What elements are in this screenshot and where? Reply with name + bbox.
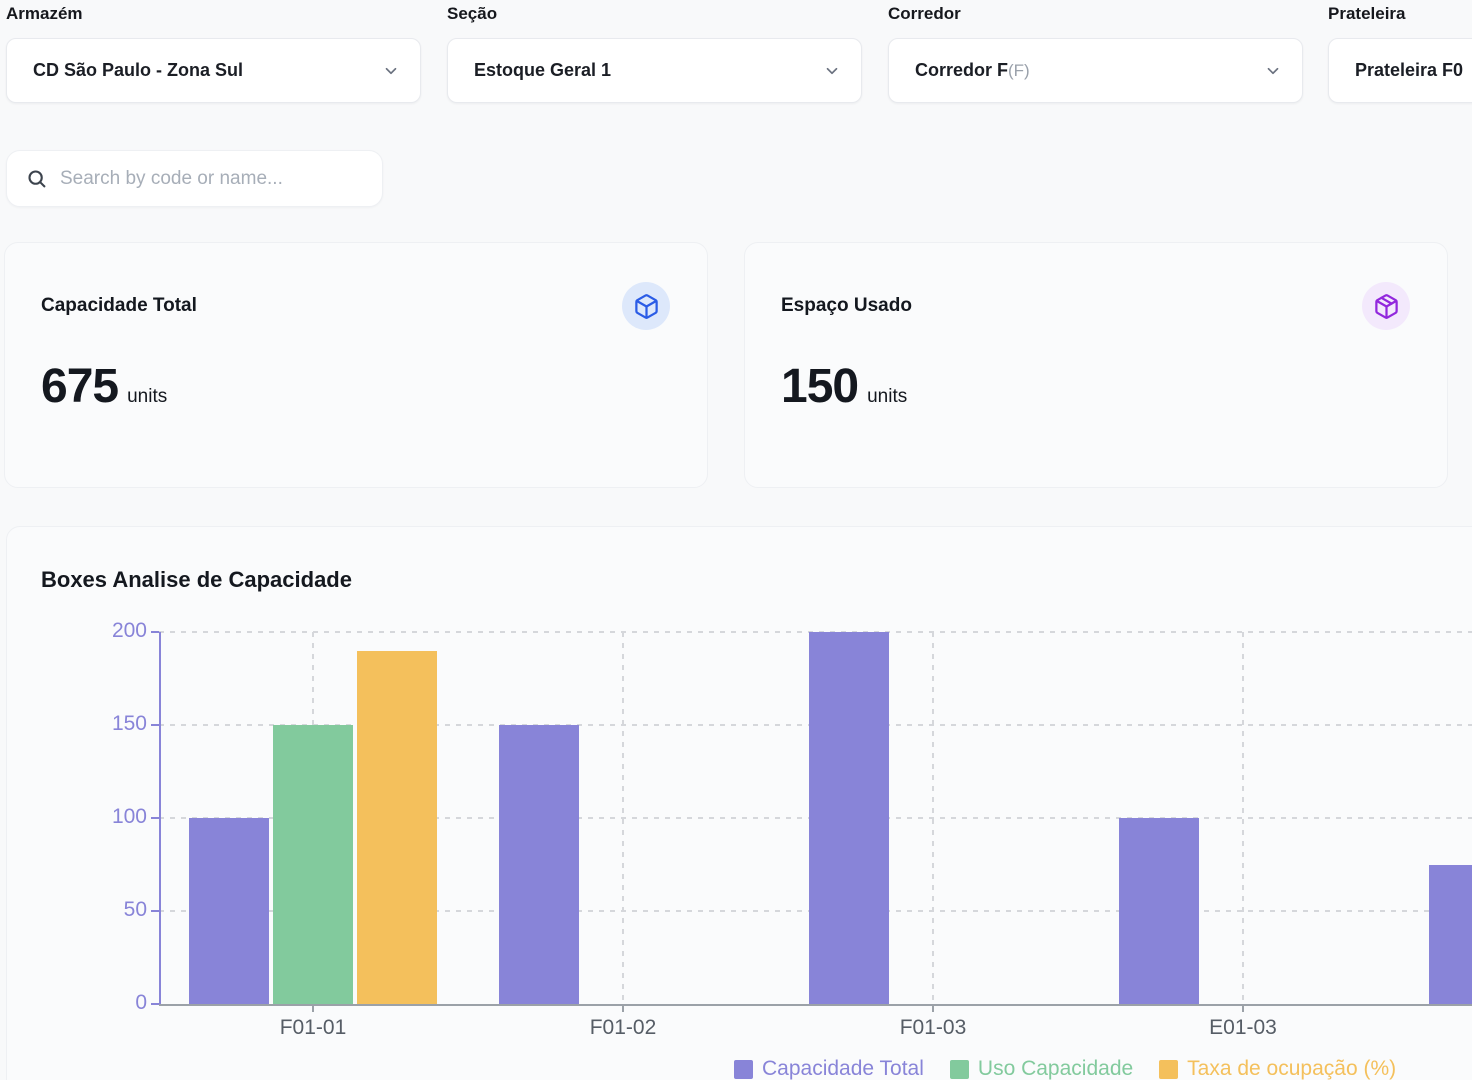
filter-armazem: Armazém CD São Paulo - Zona Sul xyxy=(6,4,421,103)
legend-swatch xyxy=(1159,1059,1179,1079)
x-axis-tick-label: F01-02 xyxy=(589,1016,657,1039)
filter-secao: Seção Estoque Geral 1 xyxy=(447,4,862,103)
espaco-usado-title: Espaço Usado xyxy=(781,295,912,316)
secao-value: Estoque Geral 1 xyxy=(474,60,612,80)
bar-capacidade-total-F01-01 xyxy=(189,818,269,1004)
chart-title: Boxes Analise de Capacidade xyxy=(41,567,352,592)
bar-uso-capacidade-F01-01 xyxy=(273,725,353,1004)
x-gridline xyxy=(622,632,624,1004)
capacity-bar-chart: 0 50 100 150 200 F01-01 F01-02 F01-03 E01-03 Capa… xyxy=(7,527,1472,1080)
y-axis-tick-label: 200 xyxy=(111,619,147,642)
bar-capacidade-total-clipped xyxy=(1429,864,1472,1004)
y-axis-tick-label: 100 xyxy=(111,805,147,828)
secao-select[interactable]: Estoque Geral 1 xyxy=(447,38,862,103)
armazem-value: CD São Paulo - Zona Sul xyxy=(33,60,244,80)
x-axis-tick-label: E01-03 xyxy=(1209,1016,1277,1039)
capacidade-total-title: Capacidade Total xyxy=(41,295,197,316)
y-axis-line xyxy=(159,632,161,1004)
y-axis-tick xyxy=(151,1003,159,1005)
y-axis-tick-label: 150 xyxy=(111,712,147,735)
bar-capacidade-total-F01-03 xyxy=(809,632,889,1004)
filter-prateleira: Prateleira Prateleira F0 xyxy=(1328,4,1472,103)
y-axis-tick-label: 50 xyxy=(123,898,147,921)
corredor-label: Corredor xyxy=(888,4,961,23)
prateleira-select[interactable]: Prateleira F0 xyxy=(1328,38,1472,103)
capacidade-total-card: Capacidade Total 675 units xyxy=(4,242,708,488)
bar-capacidade-total-F01-02 xyxy=(499,725,579,1004)
bar-capacidade-total-E01-03 xyxy=(1119,818,1199,1004)
legend-label: Uso Capacidade xyxy=(977,1057,1134,1080)
espaco-usado-unit: units xyxy=(867,386,908,407)
legend-swatch xyxy=(949,1059,969,1079)
legend-item-uso-capacidade: Uso Capacidade xyxy=(949,1057,1134,1080)
capacity-chart-card: Boxes Analise de Capacidade 0 50 100 150 200… xyxy=(6,526,1472,1080)
y-axis-tick xyxy=(151,910,159,912)
espaco-usado-value: 150 xyxy=(781,360,859,413)
capacidade-total-value-row: 675 units xyxy=(41,359,167,414)
x-axis-tick xyxy=(932,1004,934,1012)
x-axis-tick xyxy=(1242,1004,1244,1012)
x-axis-tick xyxy=(622,1004,624,1012)
y-axis-tick xyxy=(151,724,159,726)
legend-swatch xyxy=(734,1059,753,1079)
legend-item-taxa-de-ocupa-o-: Taxa de ocupação (%) xyxy=(1159,1057,1396,1080)
armazem-select[interactable]: CD São Paulo - Zona Sul xyxy=(6,38,421,103)
y-axis-tick-label: 0 xyxy=(135,991,147,1014)
search-box xyxy=(6,150,383,207)
x-axis-tick xyxy=(312,1004,314,1012)
capacidade-total-unit: units xyxy=(127,386,168,407)
espaco-usado-value-row: 150 units xyxy=(781,359,907,414)
y-axis-tick xyxy=(151,631,159,633)
chevron-down-icon xyxy=(382,62,400,80)
x-gridline xyxy=(932,632,934,1004)
search-input[interactable] xyxy=(60,167,366,190)
espaco-usado-card: Espaço Usado 150 units xyxy=(744,242,1448,488)
prateleira-label: Prateleira xyxy=(1328,4,1406,23)
legend-item-capacidade-total: Capacidade Total xyxy=(734,1057,924,1080)
package-icon xyxy=(1362,282,1410,330)
chart-legend: Capacidade Total Uso Capacidade Taxa de oc… xyxy=(734,1057,1422,1080)
corredor-select[interactable]: Corredor F (F) xyxy=(888,38,1303,103)
corredor-value: Corredor F xyxy=(915,60,1009,80)
box-icon xyxy=(622,282,670,330)
chevron-down-icon xyxy=(823,62,841,80)
x-axis-line xyxy=(159,1004,1472,1006)
search-icon xyxy=(26,168,47,189)
legend-label: Capacidade Total xyxy=(762,1057,924,1080)
x-gridline xyxy=(1242,632,1244,1004)
x-axis-tick-label: F01-03 xyxy=(899,1016,967,1039)
legend-label: Taxa de ocupação (%) xyxy=(1187,1057,1397,1080)
corredor-value-suffix: (F) xyxy=(1008,60,1030,80)
armazem-label: Armazém xyxy=(6,4,83,23)
filter-corredor: Corredor Corredor F (F) xyxy=(888,4,1303,103)
prateleira-value: Prateleira F0 xyxy=(1355,60,1464,80)
x-axis-tick-label: F01-01 xyxy=(279,1016,347,1039)
bar-taxa-de-ocupa-o--F01-01 xyxy=(357,650,437,1004)
y-axis-tick xyxy=(151,817,159,819)
chevron-down-icon xyxy=(1264,62,1282,80)
secao-label: Seção xyxy=(447,4,498,23)
capacidade-total-value: 675 xyxy=(41,360,119,413)
